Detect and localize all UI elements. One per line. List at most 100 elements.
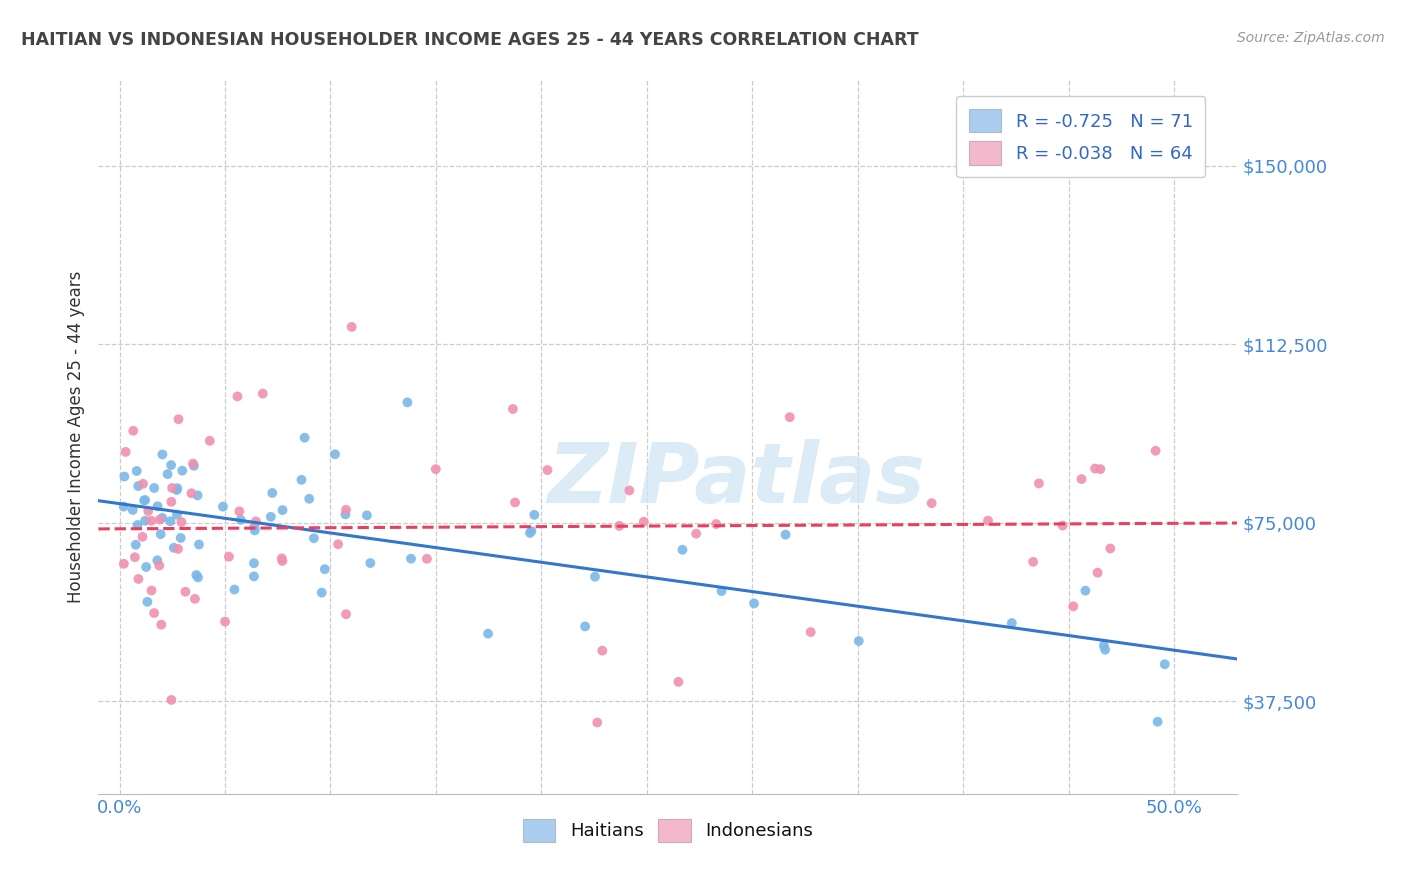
Point xyxy=(704,517,727,532)
Point xyxy=(170,515,193,529)
Point xyxy=(1074,583,1097,598)
Point xyxy=(290,473,312,487)
Point xyxy=(536,463,558,477)
Point xyxy=(921,496,943,510)
Point xyxy=(229,513,252,527)
Point xyxy=(243,569,266,583)
Point xyxy=(294,431,316,445)
Point xyxy=(1022,555,1045,569)
Point xyxy=(149,527,172,541)
Point xyxy=(212,500,235,514)
Point xyxy=(143,481,166,495)
Point xyxy=(586,715,609,730)
Point xyxy=(135,560,157,574)
Point xyxy=(519,525,541,540)
Point xyxy=(160,481,183,495)
Point xyxy=(134,493,156,508)
Point xyxy=(326,537,349,551)
Point xyxy=(243,556,266,570)
Point xyxy=(136,504,159,518)
Point xyxy=(228,504,250,518)
Point xyxy=(127,572,149,586)
Point xyxy=(150,617,173,632)
Point xyxy=(163,541,186,555)
Point xyxy=(591,643,613,657)
Point xyxy=(523,508,546,522)
Point xyxy=(131,530,153,544)
Point xyxy=(1094,642,1116,657)
Y-axis label: Householder Income Ages 25 - 44 years: Householder Income Ages 25 - 44 years xyxy=(66,271,84,603)
Point xyxy=(127,479,149,493)
Point xyxy=(245,515,267,529)
Point xyxy=(181,457,204,471)
Point xyxy=(160,495,183,509)
Point xyxy=(243,519,266,533)
Point xyxy=(141,583,163,598)
Point xyxy=(583,569,606,583)
Point xyxy=(1153,657,1175,672)
Point xyxy=(127,518,149,533)
Point xyxy=(160,458,183,472)
Point xyxy=(335,607,357,622)
Point xyxy=(399,551,422,566)
Point xyxy=(170,531,193,545)
Point xyxy=(1092,639,1115,653)
Point xyxy=(1052,518,1074,533)
Point xyxy=(671,542,693,557)
Point xyxy=(146,553,169,567)
Point xyxy=(134,514,156,528)
Point xyxy=(152,447,174,461)
Point xyxy=(224,582,246,597)
Legend: Haitians, Indonesians: Haitians, Indonesians xyxy=(516,812,820,849)
Point xyxy=(742,596,765,610)
Point xyxy=(187,488,209,502)
Text: HAITIAN VS INDONESIAN HOUSEHOLDER INCOME AGES 25 - 44 YEARS CORRELATION CHART: HAITIAN VS INDONESIAN HOUSEHOLDER INCOME… xyxy=(21,31,918,49)
Point xyxy=(1084,461,1107,475)
Text: Source: ZipAtlas.com: Source: ZipAtlas.com xyxy=(1237,31,1385,45)
Point xyxy=(125,464,148,478)
Point xyxy=(146,500,169,514)
Point xyxy=(633,515,655,529)
Point xyxy=(112,500,135,514)
Point xyxy=(112,557,135,571)
Point xyxy=(218,549,240,564)
Point xyxy=(775,527,797,541)
Point xyxy=(166,483,188,497)
Point xyxy=(270,551,292,566)
Point xyxy=(779,410,801,425)
Point xyxy=(214,615,236,629)
Point xyxy=(188,537,211,551)
Point xyxy=(148,558,170,573)
Point xyxy=(503,495,526,509)
Point xyxy=(226,389,249,403)
Point xyxy=(1070,472,1092,486)
Point xyxy=(607,519,630,533)
Point xyxy=(502,402,524,417)
Point xyxy=(1028,476,1050,491)
Point xyxy=(172,464,194,478)
Point xyxy=(425,462,447,476)
Point xyxy=(359,556,381,570)
Point xyxy=(619,483,641,498)
Point xyxy=(1146,714,1168,729)
Point xyxy=(198,434,221,448)
Point xyxy=(134,493,156,508)
Point xyxy=(314,562,336,576)
Point xyxy=(298,491,321,506)
Point xyxy=(1099,541,1122,556)
Point xyxy=(167,412,190,426)
Point xyxy=(184,591,207,606)
Point xyxy=(800,625,823,640)
Point xyxy=(114,445,136,459)
Point xyxy=(132,476,155,491)
Point xyxy=(260,509,283,524)
Point xyxy=(520,524,543,538)
Point xyxy=(166,481,188,495)
Point xyxy=(356,508,378,523)
Point xyxy=(141,514,163,528)
Point xyxy=(160,693,183,707)
Point xyxy=(302,531,325,545)
Point xyxy=(122,424,145,438)
Point xyxy=(1001,615,1024,630)
Point xyxy=(166,508,188,522)
